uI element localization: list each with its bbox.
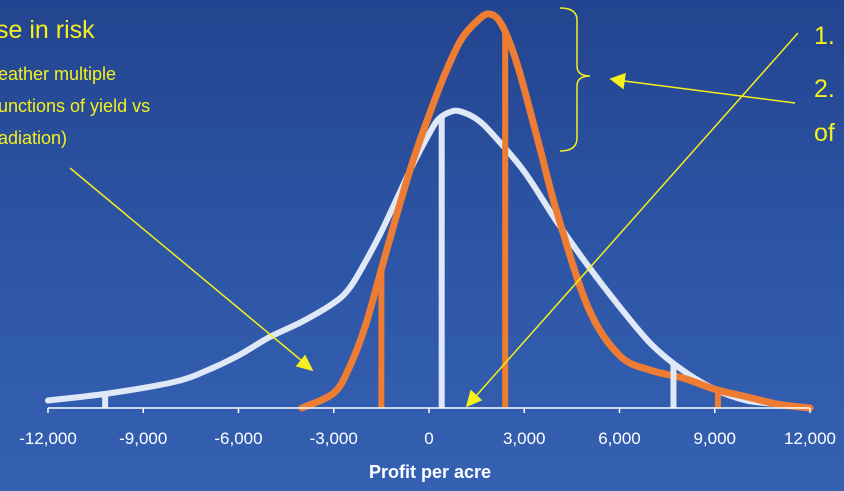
x-tick-label: 12,000	[784, 429, 836, 448]
annotation-arrows	[69, 32, 799, 408]
annotation-left-line-3: adiation)	[0, 128, 67, 148]
annotation-right-line-3: of	[814, 119, 835, 147]
x-tick-label: 3,000	[503, 429, 546, 448]
x-tick-label: -12,000	[19, 429, 77, 448]
annotation-right-line-2: 2.	[814, 75, 835, 103]
arrow-center-head	[465, 389, 483, 408]
arrow-left-head	[295, 354, 314, 372]
arrow-right-head	[609, 72, 626, 90]
arrow-center	[475, 32, 799, 397]
annotation-right-line-1: 1.	[814, 22, 835, 50]
annotation-left-line-2: unctions of yield vs	[0, 96, 150, 116]
series-narrow-curve	[298, 10, 814, 412]
vlines-layer	[102, 33, 721, 408]
x-tick-label: -3,000	[310, 429, 358, 448]
x-tick-label: 0	[424, 429, 433, 448]
x-tick-label: -9,000	[119, 429, 167, 448]
x-axis-title: Profit per acre	[369, 462, 491, 482]
x-ticks-layer: -12,000 -9,000 -6,000 -3,000 0 3,000 6,000 9,00…	[19, 408, 836, 448]
series-wide-curve	[45, 107, 813, 411]
arrow-left	[69, 167, 303, 362]
annotation-left-line-1: eather multiple	[0, 64, 116, 84]
annotation-left-title: se in risk	[0, 16, 95, 44]
x-tick-label: 9,000	[693, 429, 736, 448]
x-tick-label: 6,000	[598, 429, 641, 448]
x-tick-label: -6,000	[214, 429, 262, 448]
arrow-right	[623, 80, 796, 104]
curves-layer	[45, 10, 814, 412]
brace-shape	[559, 7, 591, 152]
